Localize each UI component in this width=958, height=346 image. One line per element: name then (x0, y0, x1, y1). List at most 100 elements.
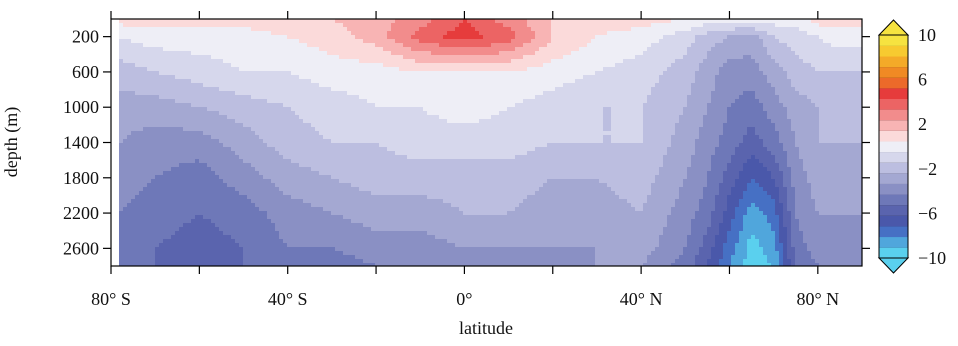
contour-cell (155, 23, 160, 28)
contour-cell (255, 219, 260, 224)
contour-cell (439, 155, 444, 160)
contour-cell (187, 163, 192, 168)
contour-cell (355, 167, 360, 172)
contour-cell (187, 191, 192, 196)
contour-cell (223, 255, 228, 260)
contour-cell (207, 199, 212, 204)
contour-cell (207, 79, 212, 84)
contour-cell (323, 163, 328, 168)
contour-cell (407, 163, 412, 168)
contour-cell (347, 179, 352, 184)
contour-cell (199, 175, 204, 180)
contour-cell (307, 159, 312, 164)
contour-cell (407, 191, 412, 196)
contour-cell (151, 71, 156, 76)
contour-cell (155, 59, 160, 64)
contour-cell (251, 187, 256, 192)
contour-cell (195, 47, 200, 52)
contour-cell (267, 19, 272, 24)
contour-cell (303, 239, 308, 244)
contour-cell (303, 107, 308, 112)
contour-cell (279, 251, 284, 256)
contour-cell (315, 207, 320, 212)
contour-cell (167, 187, 172, 192)
contour-cell (227, 55, 232, 60)
contour-cell (123, 195, 128, 200)
contour-cell (123, 207, 128, 212)
contour-cell (215, 123, 220, 128)
contour-cell (311, 35, 316, 40)
contour-cell (295, 163, 300, 168)
contour-cell (407, 119, 412, 124)
contour-cell (203, 127, 208, 132)
contour-cell (207, 187, 212, 192)
contour-cell (131, 127, 136, 132)
contour-cell (359, 219, 364, 224)
contour-cell (207, 23, 212, 28)
contour-cell (371, 115, 376, 120)
contour-cell (347, 79, 352, 84)
contour-cell (211, 123, 216, 128)
contour-cell (359, 103, 364, 108)
contour-cell (231, 71, 236, 76)
contour-cell (307, 179, 312, 184)
contour-cell (259, 195, 264, 200)
contour-cell (279, 215, 284, 220)
contour-cell (371, 207, 376, 212)
contour-cell (407, 71, 412, 76)
contour-cell (151, 59, 156, 64)
contour-cell (331, 59, 336, 64)
contour-cell (303, 183, 308, 188)
contour-cell (407, 203, 412, 208)
contour-cell (231, 19, 236, 24)
contour-cell (283, 23, 288, 28)
contour-cell (371, 231, 376, 236)
contour-cell (387, 163, 392, 168)
contour-cell (295, 227, 300, 232)
contour-cell (147, 183, 152, 188)
contour-cell (339, 103, 344, 108)
contour-cell (367, 43, 372, 48)
contour-cell (147, 19, 152, 24)
contour-cell (235, 259, 240, 264)
contour-cell (159, 51, 164, 56)
contour-cell (383, 243, 388, 248)
contour-cell (403, 135, 408, 140)
contour-cell (211, 171, 216, 176)
contour-cell (239, 199, 244, 204)
contour-cell (331, 151, 336, 156)
contour-cell (307, 215, 312, 220)
contour-cell (351, 239, 356, 244)
contour-cell (423, 119, 428, 124)
contour-cell (435, 191, 440, 196)
contour-cell (155, 87, 160, 92)
contour-cell (343, 263, 348, 266)
contour-cell (187, 135, 192, 140)
contour-cell (423, 259, 428, 264)
contour-cell (343, 35, 348, 40)
contour-cell (423, 91, 428, 96)
contour-cell (403, 43, 408, 48)
contour-cell (383, 191, 388, 196)
contour-cell (379, 35, 384, 40)
contour-cell (183, 103, 188, 108)
contour-cell (295, 259, 300, 264)
contour-cell (415, 247, 420, 252)
contour-cell (195, 43, 200, 48)
contour-cell (131, 95, 136, 100)
contour-cell (427, 227, 432, 232)
contour-cell (191, 179, 196, 184)
contour-cell (187, 99, 192, 104)
contour-cell (411, 243, 416, 248)
contour-cell (219, 67, 224, 72)
contour-cell (343, 107, 348, 112)
contour-cell (319, 123, 324, 128)
contour-cell (331, 223, 336, 228)
contour-cell (207, 231, 212, 236)
contour-cell (431, 131, 436, 136)
contour-cell (387, 31, 392, 36)
contour-cell (347, 259, 352, 264)
contour-cell (351, 191, 356, 196)
contour-cell (371, 111, 376, 116)
contour-cell (135, 75, 140, 80)
